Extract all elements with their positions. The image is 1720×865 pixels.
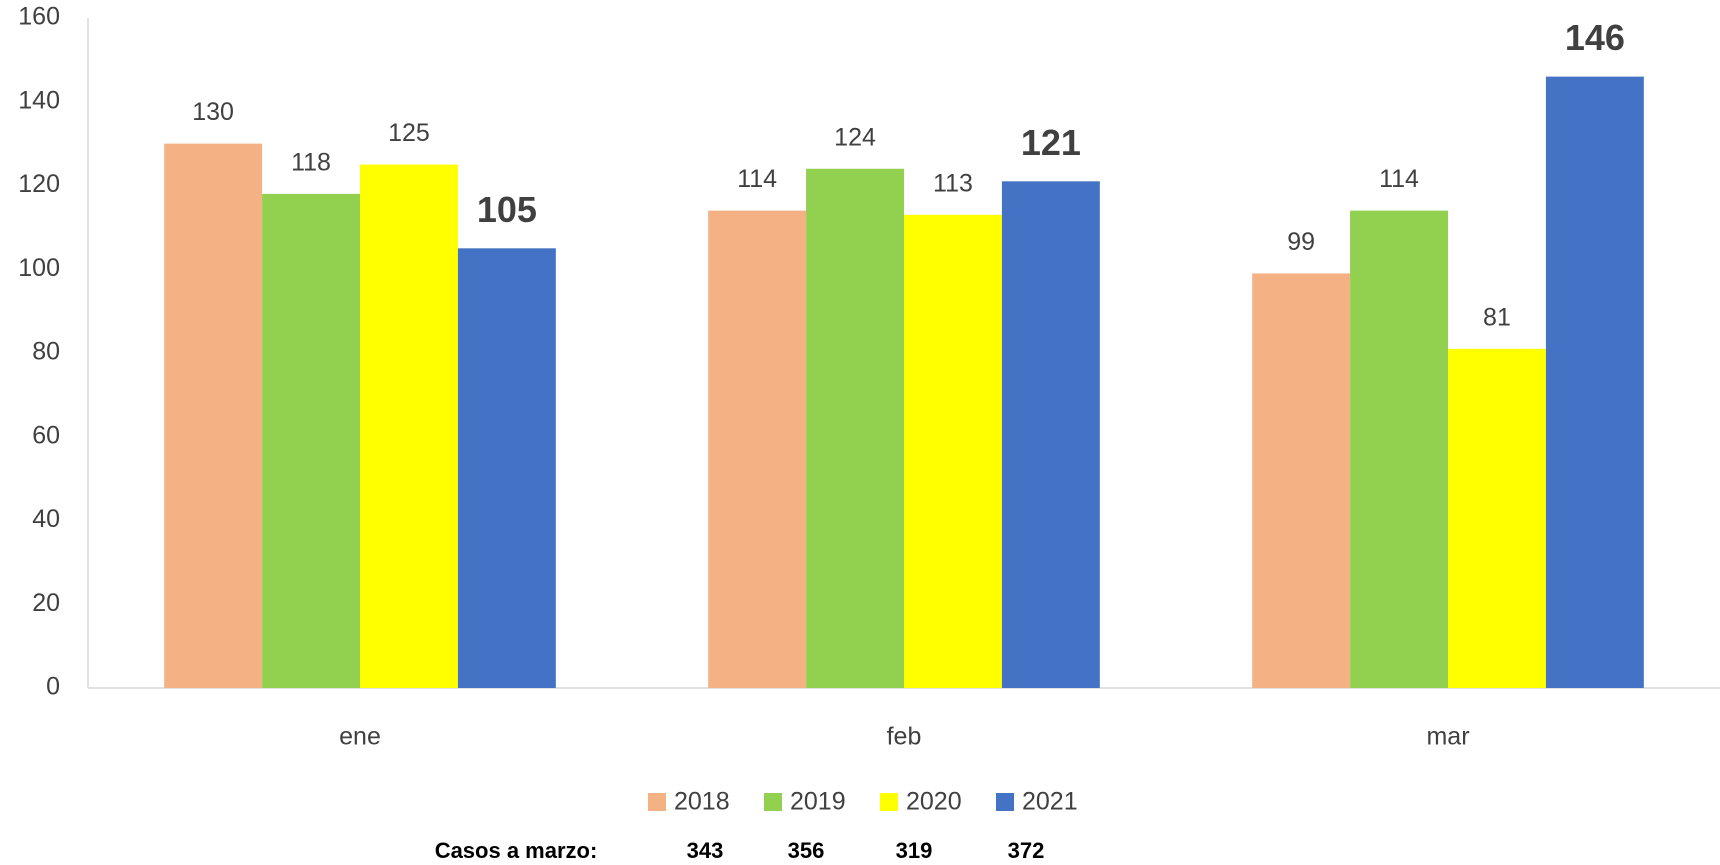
y-tick-label: 20 <box>32 589 60 617</box>
totals-label: Casos a marzo: <box>435 838 598 863</box>
y-tick-label: 60 <box>32 421 60 449</box>
value-label: 121 <box>1021 122 1081 163</box>
bar <box>904 214 1002 688</box>
bar <box>1001 181 1100 688</box>
bar <box>457 248 556 688</box>
bar <box>1545 76 1644 688</box>
total-value: 372 <box>1008 838 1045 863</box>
legend-swatch <box>648 793 666 811</box>
total-value: 343 <box>687 838 724 863</box>
legend-label: 2020 <box>906 788 962 816</box>
bar <box>806 168 904 688</box>
legend-swatch <box>996 793 1014 811</box>
legend-swatch <box>764 793 782 811</box>
value-label: 125 <box>388 119 430 147</box>
bar <box>1350 210 1448 688</box>
bar <box>1252 273 1351 688</box>
value-label: 118 <box>291 148 331 176</box>
value-label: 114 <box>737 165 777 193</box>
y-tick-label: 40 <box>32 505 60 533</box>
y-tick-label: 120 <box>18 170 60 198</box>
value-label: 81 <box>1483 303 1511 331</box>
x-tick-label: feb <box>887 723 922 751</box>
value-label: 130 <box>192 98 234 126</box>
y-tick-label: 80 <box>32 338 60 366</box>
bar <box>164 143 263 688</box>
y-tick-label: 100 <box>18 254 60 282</box>
bar <box>1448 348 1546 688</box>
total-value: 356 <box>788 838 825 863</box>
legend-label: 2021 <box>1022 788 1078 816</box>
value-label: 99 <box>1287 228 1315 256</box>
legend-label: 2019 <box>790 788 846 816</box>
value-label: 113 <box>933 169 973 197</box>
value-label: 124 <box>834 123 876 151</box>
bar <box>708 210 807 688</box>
bar <box>360 164 458 688</box>
legend-label: 2018 <box>674 788 730 816</box>
value-label: 146 <box>1565 17 1625 58</box>
total-value: 319 <box>896 838 933 863</box>
x-tick-label: mar <box>1426 723 1469 751</box>
value-label: 114 <box>1379 165 1419 193</box>
bar <box>262 193 360 688</box>
y-tick-label: 160 <box>18 3 60 31</box>
value-label: 105 <box>477 189 537 230</box>
y-tick-label: 140 <box>18 86 60 114</box>
legend-swatch <box>880 793 898 811</box>
y-tick-label: 0 <box>46 673 60 701</box>
x-tick-label: ene <box>339 723 381 751</box>
